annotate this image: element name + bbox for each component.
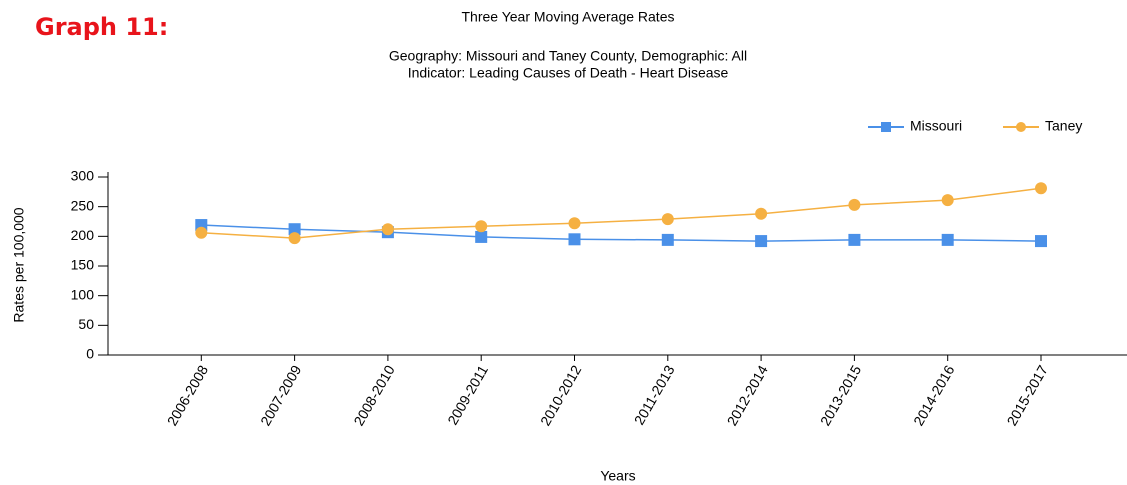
- marker: [848, 233, 861, 246]
- chart-title: Three Year Moving Average Rates: [462, 9, 675, 25]
- y-tick-label: 100: [71, 286, 95, 302]
- y-axis-label: Rates per 100,000: [11, 207, 27, 322]
- y-tick-label: 250: [71, 197, 95, 213]
- chart-subtitle: Geography: Missouri and Taney County, De…: [389, 48, 747, 64]
- marker: [755, 207, 768, 220]
- marker: [381, 223, 394, 236]
- x-tick-label: 2009-2011: [444, 362, 491, 427]
- marker: [568, 217, 581, 230]
- marker: [288, 223, 301, 236]
- y-tick-label: 0: [86, 346, 94, 362]
- marker: [475, 230, 488, 243]
- x-tick-label: 2014-2016: [910, 362, 957, 428]
- marker: [475, 220, 488, 233]
- marker: [661, 233, 674, 246]
- marker: [661, 213, 674, 226]
- series-line: [201, 187, 1042, 239]
- x-tick-label: 2008-2010: [350, 362, 397, 428]
- chart-subtitle: Indicator: Leading Causes of Death - Hea…: [408, 65, 729, 81]
- marker: [288, 232, 301, 245]
- marker: [755, 235, 768, 248]
- marker: [941, 233, 954, 246]
- marker: [195, 226, 208, 239]
- legend-label: Taney: [1045, 118, 1082, 134]
- y-tick-label: 150: [71, 257, 95, 273]
- x-tick-label: 2010-2012: [537, 362, 584, 428]
- legend-label: Missouri: [910, 118, 962, 134]
- heading: Graph 11:: [35, 13, 168, 41]
- marker: [848, 198, 861, 211]
- marker: [1035, 235, 1047, 248]
- x-axis-label: Years: [600, 468, 635, 484]
- series-line: [201, 224, 1042, 242]
- y-tick-label: 50: [78, 316, 94, 332]
- legend-marker: [881, 122, 891, 132]
- y-tick-label: 300: [71, 168, 95, 184]
- x-tick-label: 2015-2017: [1003, 362, 1050, 428]
- y-tick-label: 200: [71, 227, 95, 243]
- x-tick-label: 2007-2009: [257, 362, 304, 428]
- marker: [1035, 182, 1047, 195]
- x-tick-label: 2013-2015: [817, 362, 864, 428]
- x-tick-label: 2006-2008: [164, 362, 211, 428]
- marker: [568, 233, 581, 246]
- legend-marker: [1016, 122, 1026, 132]
- marker: [941, 194, 954, 207]
- x-tick-label: 2011-2013: [631, 362, 678, 427]
- x-tick-label: 2012-2014: [724, 362, 771, 428]
